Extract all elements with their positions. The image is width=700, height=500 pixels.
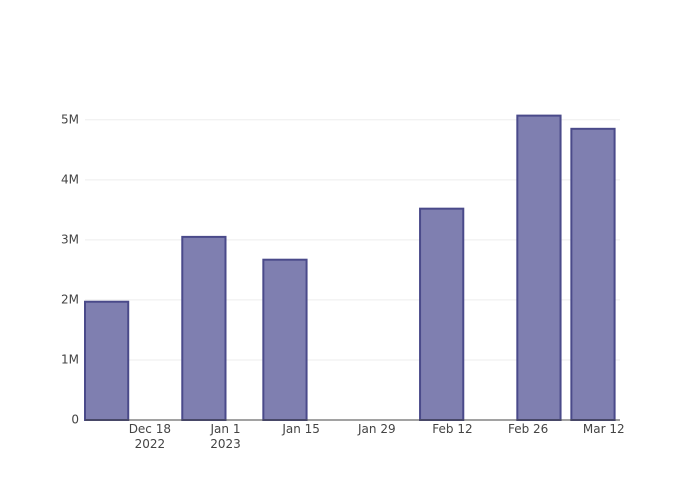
x-tick-label: Dec 18 2022: [128, 422, 171, 451]
bar: [181, 235, 227, 421]
bar: [516, 114, 562, 422]
x-tick-label: Mar 12: [582, 422, 625, 436]
bar: [262, 258, 308, 421]
x-tick-label: Jan 29: [358, 422, 396, 436]
y-tick-label: 2M: [61, 292, 79, 306]
x-tick-label: Feb 12: [432, 422, 473, 436]
y-tick-label: 5M: [61, 112, 79, 126]
y-tick-label: 3M: [61, 232, 79, 246]
x-tick-label: Jan 15: [282, 422, 320, 436]
x-tick-label: Feb 26: [507, 422, 549, 436]
y-tick-label: 0: [71, 413, 79, 427]
bar: [84, 300, 130, 421]
bar: [419, 207, 465, 421]
y-tick-label: 4M: [61, 172, 79, 186]
y-tick-label: 1M: [61, 352, 79, 366]
bar: [570, 127, 616, 421]
x-tick-label: Jan 1 2023: [210, 422, 241, 451]
